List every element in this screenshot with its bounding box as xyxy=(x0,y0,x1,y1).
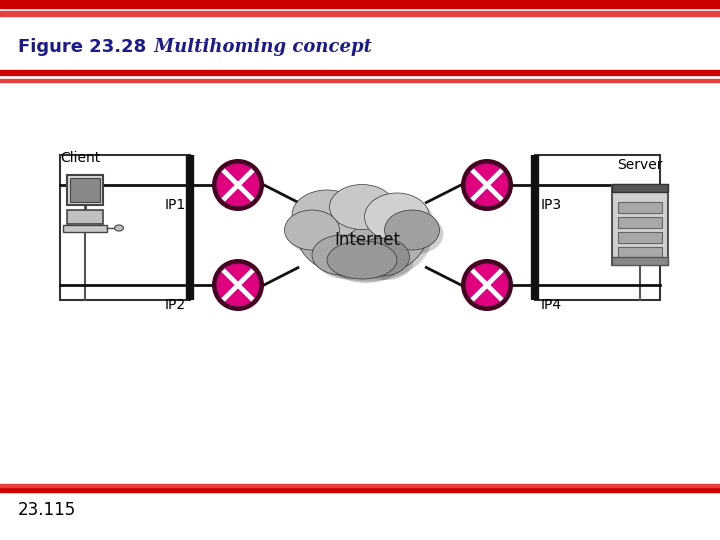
Ellipse shape xyxy=(369,197,433,245)
Text: IP3: IP3 xyxy=(541,198,562,212)
FancyBboxPatch shape xyxy=(67,175,103,205)
Circle shape xyxy=(216,163,260,207)
FancyBboxPatch shape xyxy=(618,232,662,243)
FancyBboxPatch shape xyxy=(612,184,668,192)
Circle shape xyxy=(461,259,513,311)
Ellipse shape xyxy=(327,241,397,279)
Bar xyxy=(0,79,720,82)
Ellipse shape xyxy=(316,239,376,279)
Text: IP2: IP2 xyxy=(165,298,186,312)
Ellipse shape xyxy=(354,238,410,276)
FancyBboxPatch shape xyxy=(70,178,100,202)
Circle shape xyxy=(212,159,264,211)
Ellipse shape xyxy=(330,185,395,230)
Bar xyxy=(0,484,720,487)
Text: 23.115: 23.115 xyxy=(18,501,76,519)
Ellipse shape xyxy=(284,210,340,250)
Ellipse shape xyxy=(312,235,372,275)
Text: IP4: IP4 xyxy=(541,298,562,312)
Ellipse shape xyxy=(296,194,366,244)
Ellipse shape xyxy=(292,190,362,240)
Ellipse shape xyxy=(333,188,398,233)
Text: Server: Server xyxy=(617,158,662,172)
Bar xyxy=(0,11,720,16)
Circle shape xyxy=(465,163,509,207)
Ellipse shape xyxy=(297,192,427,278)
Ellipse shape xyxy=(364,193,430,241)
FancyBboxPatch shape xyxy=(612,185,668,265)
Circle shape xyxy=(465,263,509,307)
Ellipse shape xyxy=(389,214,444,254)
FancyBboxPatch shape xyxy=(67,210,103,224)
Ellipse shape xyxy=(359,242,413,280)
Bar xyxy=(0,487,720,492)
Bar xyxy=(0,0,720,8)
Ellipse shape xyxy=(289,214,343,254)
Text: Client: Client xyxy=(60,151,100,165)
FancyBboxPatch shape xyxy=(63,225,107,232)
Circle shape xyxy=(461,159,513,211)
Ellipse shape xyxy=(384,210,439,250)
FancyBboxPatch shape xyxy=(618,202,662,213)
Bar xyxy=(0,70,720,75)
Circle shape xyxy=(212,259,264,311)
Circle shape xyxy=(216,263,260,307)
Text: Figure 23.28: Figure 23.28 xyxy=(18,38,146,56)
Ellipse shape xyxy=(114,225,124,231)
FancyBboxPatch shape xyxy=(612,257,668,265)
FancyBboxPatch shape xyxy=(618,247,662,258)
Ellipse shape xyxy=(301,197,431,281)
Ellipse shape xyxy=(331,245,401,283)
Text: Multihoming concept: Multihoming concept xyxy=(148,38,372,56)
FancyBboxPatch shape xyxy=(618,217,662,228)
Text: Internet: Internet xyxy=(334,231,400,249)
Text: IP1: IP1 xyxy=(165,198,186,212)
